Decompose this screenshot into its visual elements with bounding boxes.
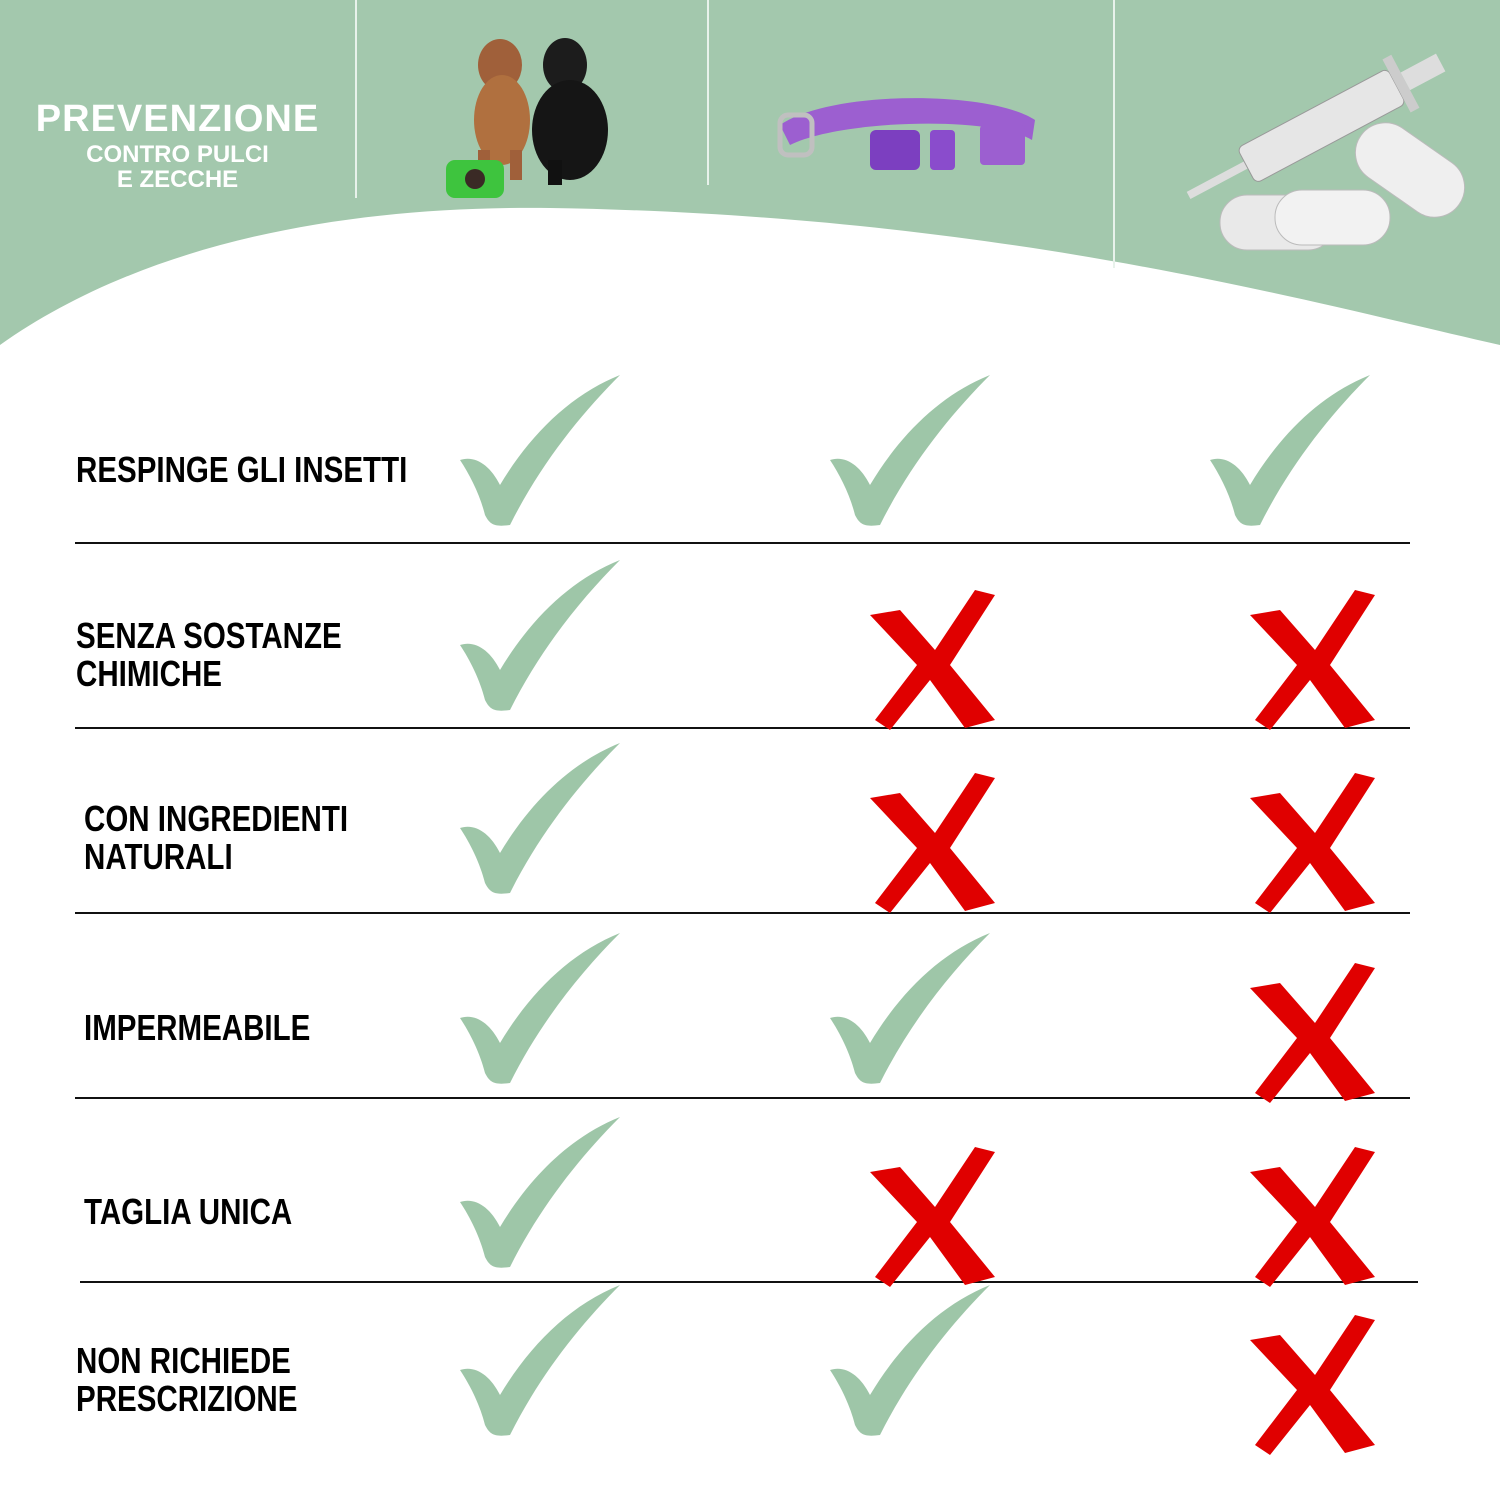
check-icon <box>460 933 620 1084</box>
row-label: NON RICHIEDE PRESCRIZIONE <box>76 1340 298 1419</box>
cross-icon <box>1250 1315 1375 1455</box>
check-icon <box>1210 375 1370 526</box>
row-divider <box>80 1281 1418 1283</box>
syringe-and-pills-image <box>1186 53 1466 251</box>
check-icon <box>830 1285 990 1436</box>
row-label: TAGLIA UNICA <box>84 1191 293 1232</box>
row-label: CON INGREDIENTI NATURALI <box>84 798 349 877</box>
column-divider <box>355 0 357 198</box>
column-divider <box>1113 0 1115 268</box>
check-icon <box>830 933 990 1084</box>
row-divider <box>75 912 1410 914</box>
purple-collar-image <box>777 98 1035 170</box>
page-subtitle: CONTRO PULCI E ZECCHE <box>86 141 269 193</box>
row-label: RESPINGE GLI INSETTI <box>76 449 408 490</box>
check-icon <box>460 375 620 526</box>
dogs-with-repellent-device-image <box>446 38 608 198</box>
check-icon <box>830 375 990 526</box>
check-icon <box>460 560 620 711</box>
cross-icon <box>870 590 995 730</box>
column-divider <box>707 0 709 185</box>
check-icon <box>460 1285 620 1436</box>
cross-icon <box>1250 963 1375 1103</box>
row-label: IMPERMEABILE <box>84 1007 311 1048</box>
row-label: SENZA SOSTANZE CHIMICHE <box>76 615 342 694</box>
cross-icon <box>1250 590 1375 730</box>
row-divider <box>75 727 1410 729</box>
cross-icon <box>870 773 995 913</box>
row-divider <box>75 542 1410 544</box>
row-divider <box>75 1097 1410 1099</box>
page-title: PREVENZIONE <box>35 98 320 140</box>
cross-icon <box>1250 773 1375 913</box>
check-icon <box>460 743 620 894</box>
cross-icon <box>1250 1147 1375 1287</box>
cross-icon <box>870 1147 995 1287</box>
check-icon <box>460 1117 620 1268</box>
